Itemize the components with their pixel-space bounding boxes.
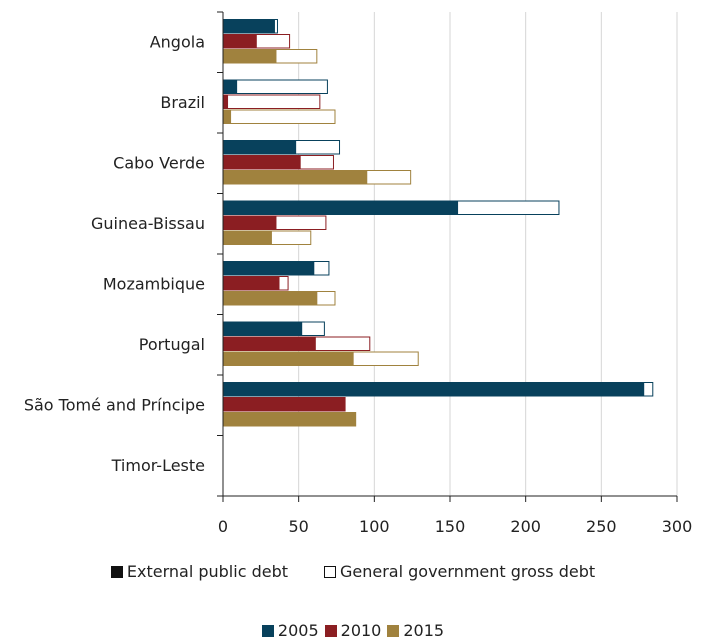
x-tick-label-200: 200: [510, 517, 541, 536]
color-swatch-2010: [324, 624, 337, 637]
category-label: Timor-Leste: [111, 456, 205, 475]
axes: [217, 11, 678, 502]
bar-external-debt-2015: [223, 109, 231, 124]
category-label: Angola: [150, 32, 205, 51]
bar-external-debt-2010: [223, 397, 346, 412]
bar-external-debt-2015: [223, 351, 354, 366]
x-tick-label-150: 150: [435, 517, 466, 536]
bar-general-debt-2005: [313, 261, 330, 276]
outline-square-icon: [324, 565, 336, 578]
bar-general-debt-2005: [273, 19, 278, 34]
category-label: Brazil: [160, 93, 205, 112]
bar-external-debt-2015: [223, 170, 367, 185]
category-label: Mozambique: [103, 274, 205, 293]
x-tick-label-50: 50: [288, 517, 308, 536]
legend-item-2015: 2015: [387, 621, 444, 640]
bar-external-debt-2005: [223, 79, 237, 94]
bar-general-debt-2010: [299, 155, 334, 170]
bar-general-debt-2015: [316, 291, 336, 306]
bar-external-debt-2010: [223, 94, 228, 109]
bar-external-debt-2005: [223, 140, 296, 155]
bar-general-debt-2010: [314, 336, 371, 351]
bar-external-debt-2015: [223, 230, 272, 245]
bar-general-debt-2005: [295, 140, 341, 155]
bar-general-debt-2015: [275, 49, 318, 64]
bar-general-debt-2015: [230, 109, 336, 124]
x-tick-labels: 0 50 100 150 200 250 300: [218, 517, 692, 536]
bar-general-debt-2010: [275, 215, 327, 230]
bar-general-debt-2010: [278, 276, 289, 291]
legend-item-2005: 2005: [261, 621, 319, 640]
year-legend: 2005 2010 2015: [0, 621, 706, 640]
legend-label-general: General government gross debt: [340, 562, 596, 581]
bar-general-debt-2005: [301, 321, 325, 336]
category-labels: Angola Brazil Cabo Verde Guinea-Bissau Mozam…: [24, 32, 205, 475]
bar-general-debt-2005: [643, 382, 654, 397]
legend-item-external: External public debt: [110, 562, 288, 581]
bars: [223, 19, 654, 427]
legend-label-2015: 2015: [403, 621, 445, 640]
x-tick-label-100: 100: [359, 517, 390, 536]
bar-external-debt-2005: [223, 261, 314, 276]
bar-general-debt-2015: [270, 230, 312, 245]
bar-external-debt-2005: [223, 19, 275, 34]
x-tick-label-250: 250: [586, 517, 617, 536]
bar-general-debt-2015: [352, 351, 419, 366]
filled-square-icon: [110, 565, 123, 578]
category-label: Portugal: [139, 335, 205, 354]
debt-type-legend: External public debt General government …: [0, 562, 706, 581]
bar-external-debt-2010: [223, 276, 279, 291]
legend-label-2010: 2010: [340, 621, 382, 640]
bar-external-debt-2010: [223, 34, 257, 49]
category-label: São Tomé and Príncipe: [24, 395, 205, 414]
bar-external-debt-2015: [223, 49, 276, 64]
bar-general-debt-2010: [255, 34, 291, 49]
bar-external-debt-2010: [223, 336, 316, 351]
color-swatch-2015: [387, 624, 400, 637]
bar-general-debt-2010: [227, 94, 321, 109]
bar-general-debt-2005: [236, 79, 328, 94]
legend-label-2005: 2005: [277, 621, 319, 640]
category-label: Cabo Verde: [113, 153, 205, 172]
x-tick-label-300: 300: [662, 517, 693, 536]
bar-external-debt-2010: [223, 215, 276, 230]
bar-external-debt-2005: [223, 321, 302, 336]
x-tick-label-0: 0: [218, 517, 228, 536]
legend-item-2010: 2010: [324, 621, 382, 640]
legend-item-general: General government gross debt: [324, 562, 595, 581]
legend-label-external: External public debt: [126, 562, 288, 581]
bar-general-debt-2005: [457, 200, 560, 215]
category-label: Guinea-Bissau: [91, 214, 205, 233]
bar-external-debt-2015: [223, 291, 317, 306]
bar-external-debt-2005: [223, 382, 644, 397]
bar-general-debt-2015: [366, 170, 412, 185]
color-swatch-2005: [261, 624, 274, 637]
bar-external-debt-2005: [223, 200, 458, 215]
bar-external-debt-2015: [223, 412, 357, 427]
bar-external-debt-2010: [223, 155, 301, 170]
debt-bar-chart: Angola Brazil Cabo Verde Guinea-Bissau Mozam…: [24, 11, 692, 536]
